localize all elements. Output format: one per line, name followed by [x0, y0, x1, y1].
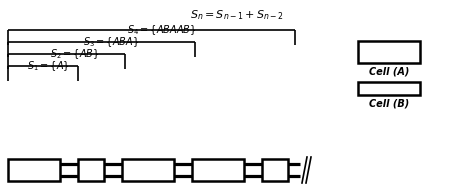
Text: $S_4 = \{ABAAB\}$: $S_4 = \{ABAAB\}$ [127, 23, 196, 37]
Bar [78, 159, 104, 181]
Text: $S_3 = \{ABA\}$: $S_3 = \{ABA\}$ [83, 35, 139, 49]
Text: $S_2 = \{AB\}$: $S_2 = \{AB\}$ [50, 47, 99, 61]
Bar [8, 159, 60, 181]
Bar [122, 159, 174, 181]
Bar [262, 159, 288, 181]
Bar [192, 159, 244, 181]
Text: Cell (B): Cell (B) [369, 98, 409, 108]
Text: $S_n= S_{n-1} + S_{n-2}$: $S_n= S_{n-1} + S_{n-2}$ [190, 8, 284, 22]
Bar [358, 41, 420, 63]
Text: $S_1 = \{A\}$: $S_1 = \{A\}$ [27, 59, 69, 73]
Bar [358, 82, 420, 95]
Text: Cell (A): Cell (A) [369, 66, 409, 76]
